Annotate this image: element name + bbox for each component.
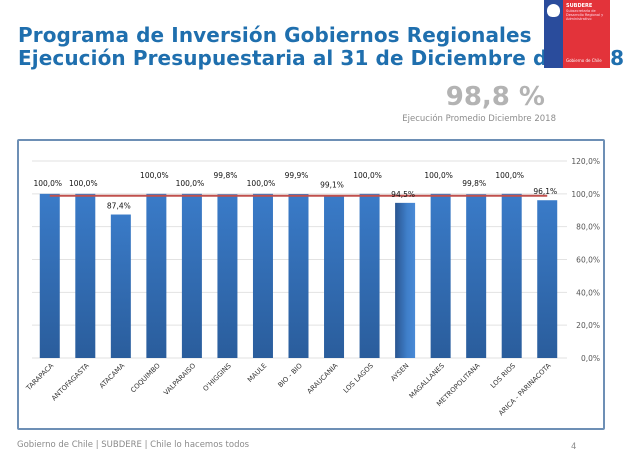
y-tick-label: 0,0% — [581, 354, 600, 363]
average-value: 98,8 % — [445, 82, 545, 112]
bar — [146, 193, 167, 358]
title-line-2: Ejecución Presupuestaria al 31 de Diciem… — [18, 46, 625, 70]
data-label: 100,0% — [247, 179, 276, 188]
subdere-logo: SUBDERE Subsecretaría de Desarrollo Regi… — [544, 0, 610, 68]
x-tick-label: MAGALLANES — [408, 362, 446, 400]
bar — [217, 194, 238, 358]
y-tick-label: 60,0% — [576, 256, 600, 265]
data-label: 99,8% — [214, 171, 238, 180]
chart-frame — [17, 139, 605, 430]
x-tick-label: AYSEN — [389, 362, 410, 383]
x-tick-label: VALPARAISO — [162, 362, 197, 397]
average-label: Ejecución Promedio Diciembre 2018 — [402, 114, 556, 124]
title-line-1: Programa de Inversión Gobiernos Regional… — [18, 23, 532, 47]
data-label: 99,1% — [320, 180, 344, 189]
y-tick-label: 20,0% — [576, 321, 600, 330]
y-tick-label: 100,0% — [571, 190, 600, 199]
data-label: 100,0% — [176, 179, 205, 188]
bar — [324, 195, 345, 358]
page-title: Programa de Inversión Gobiernos Regional… — [18, 24, 624, 70]
data-label: 87,4% — [107, 202, 131, 211]
data-label: 94,5% — [391, 190, 415, 199]
x-tick-label: BIO - BIO — [276, 362, 303, 389]
data-label: 99,8% — [462, 179, 486, 188]
x-tick-label: ATACAMA — [98, 362, 127, 391]
bar — [110, 214, 131, 358]
bar — [359, 193, 380, 358]
x-tick-label: MAULE — [246, 362, 268, 384]
x-tick-label: ARAUCANIA — [306, 362, 340, 396]
data-label: 99,9% — [285, 171, 309, 180]
y-tick-label: 120,0% — [571, 157, 600, 166]
bar — [288, 193, 309, 358]
bar — [395, 202, 416, 358]
bar — [501, 193, 522, 358]
data-label: 100,0% — [69, 179, 98, 188]
page-number: 4 — [571, 442, 577, 452]
y-tick-label: 80,0% — [576, 223, 600, 232]
x-tick-label: ANTOFAGASTA — [50, 362, 91, 403]
y-tick-label: 40,0% — [576, 288, 600, 297]
logo-org: SUBDERE — [566, 3, 593, 9]
bars — [39, 193, 558, 358]
logo-footer: Gobierno de Chile — [566, 58, 602, 63]
bar — [181, 193, 202, 358]
data-labels: 100,0% 100,0% 87,4% 100,0% 100,0% 99,8% 100,0%… — [33, 171, 557, 211]
bar — [75, 193, 96, 358]
x-tick-label: TARAPACA — [24, 362, 55, 393]
x-tick-label: O'HIGGINS — [202, 362, 233, 393]
data-label: 100,0% — [353, 171, 382, 180]
bar — [39, 193, 60, 358]
data-label: 100,0% — [424, 171, 453, 180]
bar — [252, 193, 273, 358]
bar — [430, 193, 451, 358]
logo-subtitle: Subsecretaría de Desarrollo Regional y A… — [566, 9, 604, 21]
logo-blue-band — [544, 0, 563, 68]
data-label: 100,0% — [33, 179, 62, 188]
y-axis-ticks: 0,0% 20,0% 40,0% 60,0% 80,0% 100,0% 120,0% — [571, 157, 600, 363]
logo-red-band — [563, 0, 610, 68]
bar — [466, 194, 487, 358]
data-label: 100,0% — [140, 171, 169, 180]
x-tick-label: LOS LAGOS — [342, 362, 375, 395]
footer-text: Gobierno de Chile | SUBDERE | Chile lo h… — [17, 440, 250, 450]
x-tick-label: COQUIMBO — [129, 362, 162, 395]
x-tick-label: LOS RIOS — [489, 362, 517, 390]
coat-of-arms-icon — [547, 4, 560, 17]
bar — [537, 200, 558, 358]
data-label: 96,1% — [533, 187, 557, 196]
data-label: 100,0% — [495, 171, 524, 180]
